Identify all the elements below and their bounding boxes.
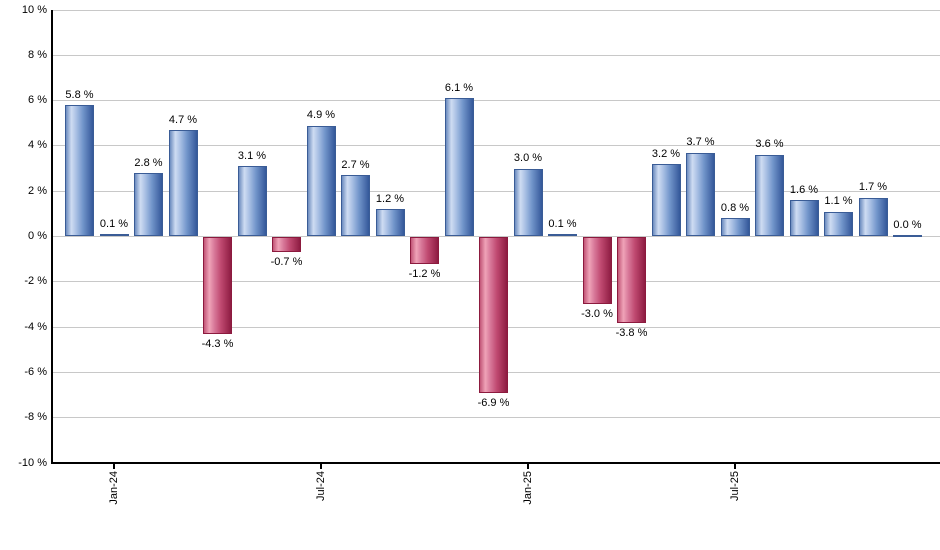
negative-bar (272, 236, 301, 253)
positive-bar (789, 200, 819, 237)
x-axis-tick-label: Jan-25 (521, 471, 534, 505)
bar-value-label: -3.0 % (581, 308, 613, 321)
y-axis-tick-label: 0 % (28, 230, 47, 242)
gridline (52, 417, 940, 419)
y-axis-tick-label: 2 % (28, 184, 47, 197)
y-axis-tick-label: -4 % (24, 320, 47, 333)
bar-value-label: -0.7 % (270, 256, 303, 269)
bar-value-label: 4.7 % (168, 113, 198, 126)
positive-bar (686, 152, 715, 237)
gridline (52, 145, 940, 147)
bar-value-label: -1.2 % (408, 267, 441, 280)
positive-bar (893, 235, 922, 238)
positive-bar (341, 175, 370, 237)
x-axis-tick-label: Jan-24 (107, 471, 120, 505)
x-axis-tick (320, 463, 322, 469)
bar-value-label: 4.9 % (306, 109, 336, 121)
bar-value-label: 0.1 % (99, 217, 129, 230)
y-axis-tick-label: 10 % (21, 3, 47, 16)
positive-bar (755, 154, 784, 237)
y-axis-tick-label: 8 % (28, 48, 47, 61)
negative-bar (617, 236, 646, 323)
bar-value-label: 1.2 % (375, 192, 405, 205)
bar-value-label: 3.1 % (237, 149, 267, 162)
positive-bar (306, 125, 336, 237)
positive-bar (168, 130, 198, 237)
x-axis-tick-label: Jul-24 (314, 471, 327, 501)
bar-value-label: 1.1 % (824, 195, 853, 208)
positive-bar (99, 234, 129, 237)
bar-value-label: -6.9 % (477, 396, 510, 409)
bar-value-label: 2.7 % (341, 158, 370, 171)
x-axis-line (50, 462, 940, 464)
positive-bar (824, 211, 853, 237)
y-axis-tick-label: 4 % (28, 139, 47, 152)
gridline (52, 54, 940, 56)
x-axis-tick (734, 463, 736, 469)
bar-value-label: 1.6 % (789, 183, 819, 196)
positive-bar (375, 209, 405, 237)
x-axis-tick-label: Jul-25 (728, 471, 741, 501)
y-axis-tick-label: -10 % (18, 456, 47, 469)
y-axis-tick-label: -2 % (24, 275, 47, 288)
bar-value-label: 0.0 % (893, 218, 922, 231)
positive-bar (513, 168, 543, 237)
positive-bar (858, 197, 888, 237)
negative-bar (582, 236, 612, 305)
positive-bar (548, 234, 577, 237)
positive-bar (444, 98, 474, 237)
positive-bar (237, 166, 267, 237)
bar-value-label: -3.8 % (615, 326, 648, 339)
bar-value-label: 6.1 % (444, 81, 474, 94)
bar-value-label: 2.8 % (134, 156, 163, 169)
y-axis-tick-label: -8 % (24, 411, 47, 424)
bar-value-label: 3.0 % (513, 152, 543, 165)
positive-bar (65, 105, 94, 237)
bar-value-label: 3.6 % (755, 138, 784, 151)
positive-bar (651, 164, 681, 237)
bar-value-label: 3.7 % (686, 136, 715, 149)
bar-value-label: -4.3 % (201, 337, 234, 350)
gridline (52, 190, 940, 192)
bar-value-label: 5.8 % (65, 88, 94, 101)
positive-bar (720, 218, 750, 237)
bar-value-label: 0.1 % (548, 217, 577, 230)
y-axis-line (50, 10, 53, 464)
x-axis-tick (527, 463, 529, 469)
bar-value-label: 3.2 % (651, 147, 681, 160)
bar-value-label: 0.8 % (720, 201, 750, 214)
negative-bar (479, 236, 508, 393)
gridline (52, 9, 940, 11)
gridline (52, 100, 940, 102)
bar-value-label: 1.7 % (858, 181, 888, 194)
positive-bar (134, 173, 163, 237)
y-axis-tick-label: 6 % (28, 94, 47, 107)
x-axis-tick (113, 463, 115, 469)
negative-bar (203, 236, 232, 334)
y-axis-tick-label: -6 % (24, 365, 47, 378)
negative-bar (410, 236, 439, 264)
